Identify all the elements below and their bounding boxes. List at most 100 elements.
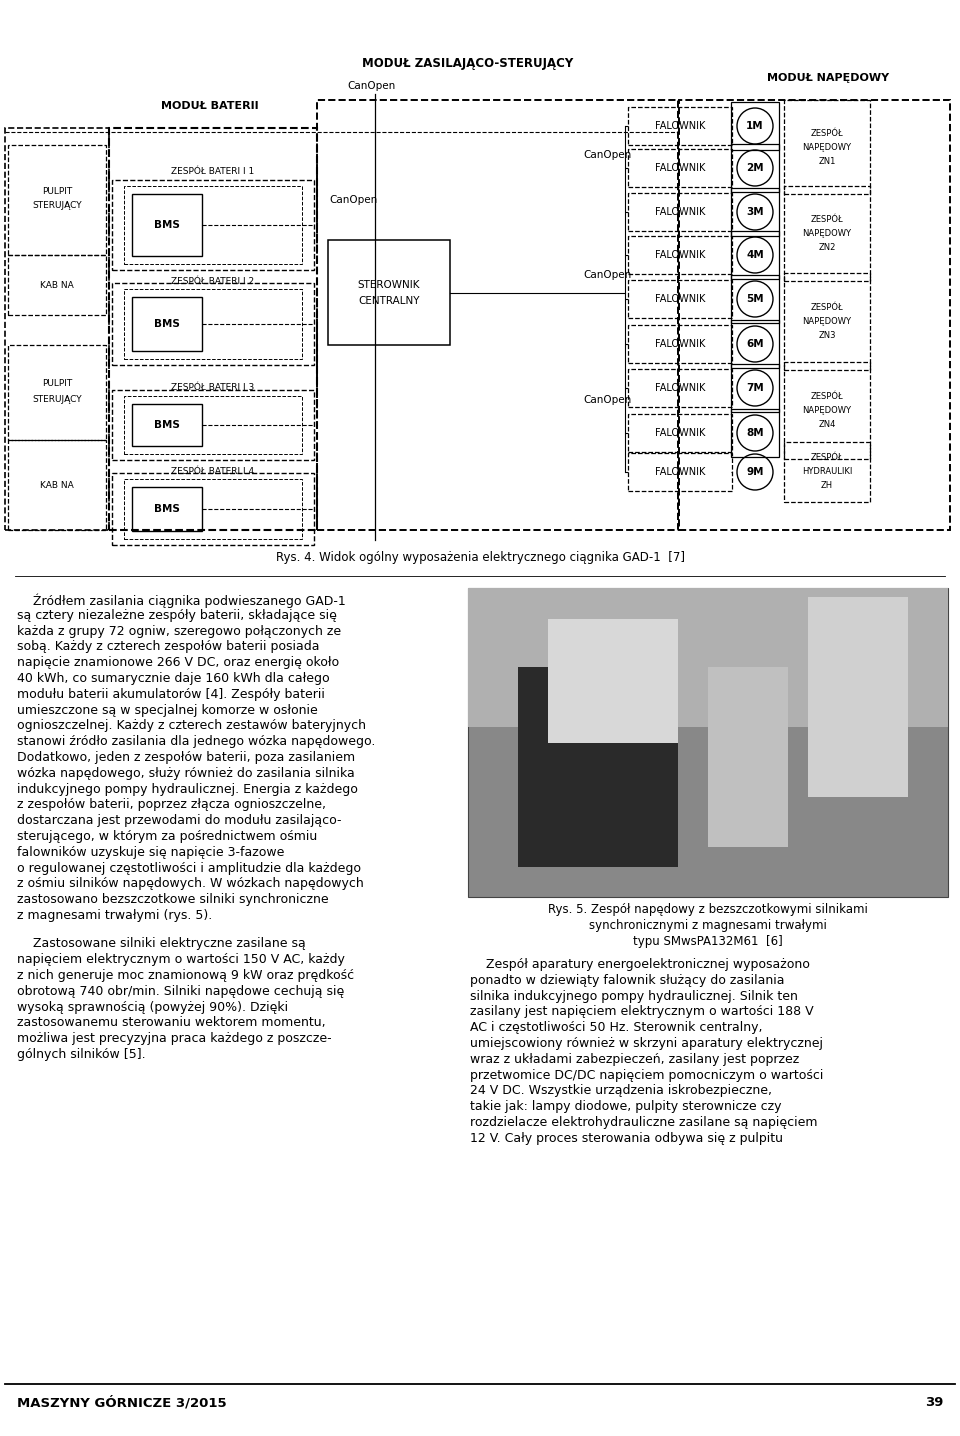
Text: ZN4: ZN4 (818, 419, 836, 429)
Text: PULPIT: PULPIT (42, 379, 72, 389)
Text: STERUJĄCY: STERUJĄCY (33, 395, 82, 404)
Text: BMS: BMS (154, 419, 180, 429)
Text: Rys. 4. Widok ogólny wyposażenia elektrycznego ciągnika GAD-1  [7]: Rys. 4. Widok ogólny wyposażenia elektry… (276, 551, 684, 564)
Bar (132, 404, 202, 447)
Bar (328, 240, 450, 345)
Text: CENTRALNY: CENTRALNY (358, 296, 420, 306)
Text: 7M: 7M (746, 383, 764, 393)
Text: indukcyjnego pompy hydraulicznej. Energia z każdego: indukcyjnego pompy hydraulicznej. Energi… (17, 783, 358, 796)
Bar (628, 452, 732, 491)
Text: MODUŁ ZASILAJĄCO-STERUJĄCY: MODUŁ ZASILAJĄCO-STERUJĄCY (362, 56, 574, 69)
Bar (8, 145, 106, 256)
Text: CanOpen: CanOpen (583, 149, 632, 159)
Text: 5M: 5M (746, 294, 764, 304)
Text: zastosowano bezszczotkowe silniki synchroniczne: zastosowano bezszczotkowe silniki synchr… (17, 893, 328, 906)
Text: z ośmiu silników napędowych. W wózkach napędowych: z ośmiu silników napędowych. W wózkach n… (17, 877, 364, 890)
Bar (468, 587, 948, 727)
Text: wraz z układami zabezpieczeń, zasilany jest poprzez: wraz z układami zabezpieczeń, zasilany j… (470, 1053, 800, 1066)
Bar (731, 231, 779, 279)
Text: ZESPÓŁ: ZESPÓŁ (810, 128, 843, 138)
Text: FALOWNIK: FALOWNIK (655, 428, 706, 438)
Text: NAPĘDOWY: NAPĘDOWY (803, 142, 852, 152)
Text: przetwomice DC/DC napięciem pomocniczym o wartości: przetwomice DC/DC napięciem pomocniczym … (470, 1068, 824, 1081)
Text: STEROWNIK: STEROWNIK (358, 280, 420, 290)
Bar (5, 128, 109, 530)
Text: zastosowanemu sterowaniu wektorem momentu,: zastosowanemu sterowaniu wektorem moment… (17, 1017, 325, 1030)
Bar (317, 101, 678, 530)
Bar (112, 180, 314, 270)
Text: każda z grupy 72 ogniw, szeregowo połączonych ze: każda z grupy 72 ogniw, szeregowo połącz… (17, 625, 341, 638)
Text: umiejscowiony również w skrzyni aparatury elektrycznej: umiejscowiony również w skrzyni aparatur… (470, 1037, 823, 1050)
Text: z nich generuje moc znamionową 9 kW oraz prędkość: z nich generuje moc znamionową 9 kW oraz… (17, 969, 354, 982)
Text: 24 V DC. Wszystkie urządzenia iskrobezpieczne,: 24 V DC. Wszystkie urządzenia iskrobezpi… (470, 1084, 772, 1097)
Text: z magnesami trwałymi (rys. 5).: z magnesami trwałymi (rys. 5). (17, 909, 212, 922)
Text: takie jak: lampy diodowe, pulpity sterownicze czy: takie jak: lampy diodowe, pulpity sterow… (470, 1100, 781, 1113)
Bar (628, 192, 732, 231)
Bar (628, 236, 732, 274)
Text: 39: 39 (924, 1396, 943, 1410)
Text: sobą. Każdy z czterech zespołów baterii posiada: sobą. Każdy z czterech zespołów baterii … (17, 640, 320, 653)
Text: rozdzielacze elektrohydrauliczne zasilane są napięciem: rozdzielacze elektrohydrauliczne zasilan… (470, 1116, 818, 1129)
Bar (124, 480, 302, 538)
Bar (132, 194, 202, 256)
Text: silnika indukcyjnego pompy hydraulicznej. Silnik ten: silnika indukcyjnego pompy hydraulicznej… (470, 989, 798, 1002)
Bar (679, 101, 950, 530)
Text: 8M: 8M (746, 428, 764, 438)
Text: synchronicznymi z magnesami trwałymi: synchronicznymi z magnesami trwałymi (589, 919, 827, 932)
Text: 1M: 1M (746, 121, 764, 131)
Bar (628, 369, 732, 406)
Bar (628, 149, 732, 187)
Text: ZESPÓŁ: ZESPÓŁ (810, 392, 843, 401)
Text: Zastosowane silniki elektryczne zasilane są: Zastosowane silniki elektryczne zasilane… (17, 938, 305, 951)
Text: BMS: BMS (154, 504, 180, 514)
Text: wózka napędowego, służy również do zasilania silnika: wózka napędowego, służy również do zasil… (17, 767, 355, 780)
Bar (124, 396, 302, 454)
Text: MODUŁ NAPĘDOWY: MODUŁ NAPĘDOWY (767, 73, 889, 83)
Bar (548, 619, 678, 742)
Text: AC i częstotliwości 50 Hz. Sterownik centralny,: AC i częstotliwości 50 Hz. Sterownik cen… (470, 1021, 762, 1034)
Text: ZESPÓŁ BATERI I 3: ZESPÓŁ BATERI I 3 (172, 383, 254, 392)
Bar (8, 256, 106, 314)
Text: ZESPÓŁ: ZESPÓŁ (810, 454, 843, 462)
Bar (112, 472, 314, 546)
Text: FALOWNIK: FALOWNIK (655, 250, 706, 260)
Bar (468, 587, 948, 898)
Text: ZESPÓŁ: ZESPÓŁ (810, 303, 843, 312)
Text: są cztery niezależne zespóły baterii, składające się: są cztery niezależne zespóły baterii, sk… (17, 609, 337, 622)
Bar (784, 442, 870, 503)
Text: HYDRAULIKI: HYDRAULIKI (802, 468, 852, 477)
Text: napięcie znamionowe 266 V DC, oraz energię około: napięcie znamionowe 266 V DC, oraz energ… (17, 656, 339, 669)
Text: CanOpen: CanOpen (583, 270, 632, 280)
Text: modułu baterii akumulatorów [4]. Zespóły baterii: modułu baterii akumulatorów [4]. Zespóły… (17, 688, 324, 701)
Text: obrotową 740 obr/min. Silniki napędowe cechują się: obrotową 740 obr/min. Silniki napędowe c… (17, 985, 345, 998)
Bar (808, 597, 908, 797)
Text: o regulowanej częstotliwości i amplitudzie dla każdego: o regulowanej częstotliwości i amplitudz… (17, 862, 361, 875)
Text: ponadto w dziewiąty falownik służący do zasilania: ponadto w dziewiąty falownik służący do … (470, 974, 784, 987)
Text: umieszczone są w specjalnej komorze w osłonie: umieszczone są w specjalnej komorze w os… (17, 704, 318, 717)
Text: PULPIT: PULPIT (42, 187, 72, 195)
Bar (784, 187, 870, 281)
Text: możliwa jest precyzyjna praca każdego z poszcze-: możliwa jest precyzyjna praca każdego z … (17, 1032, 331, 1045)
Text: 12 V. Cały proces sterowania odbywa się z pulpitu: 12 V. Cały proces sterowania odbywa się … (470, 1132, 783, 1144)
Text: napięciem elektrycznym o wartości 150 V AC, każdy: napięciem elektrycznym o wartości 150 V … (17, 954, 345, 966)
Text: ZN1: ZN1 (818, 157, 836, 165)
Bar (112, 283, 314, 365)
Text: ZESPÓŁ BATERI I 2: ZESPÓŁ BATERI I 2 (172, 277, 254, 286)
Bar (109, 128, 317, 530)
Text: Rys. 5. Zespół napędowy z bezszczotkowymi silnikami: Rys. 5. Zespół napędowy z bezszczotkowym… (548, 902, 868, 916)
Text: CanOpen: CanOpen (583, 395, 632, 405)
Bar (784, 273, 870, 370)
Text: BMS: BMS (154, 220, 180, 230)
Text: gólnych silników [5].: gólnych silników [5]. (17, 1048, 146, 1061)
Bar (132, 297, 202, 350)
Bar (518, 666, 678, 867)
Text: Dodatkowo, jeden z zespołów baterii, poza zasilaniem: Dodatkowo, jeden z zespołów baterii, poz… (17, 751, 355, 764)
Text: dostarczana jest przewodami do modułu zasilająco-: dostarczana jest przewodami do modułu za… (17, 814, 342, 827)
Bar (132, 487, 202, 531)
Text: Zespół aparatury energoelektronicznej wyposażono: Zespół aparatury energoelektronicznej wy… (470, 958, 810, 971)
Text: typu SMwsPA132M61  [6]: typu SMwsPA132M61 [6] (634, 935, 782, 948)
Text: 2M: 2M (746, 164, 764, 172)
Text: FALOWNIK: FALOWNIK (655, 383, 706, 393)
Text: ognioszczelnej. Każdy z czterech zestawów bateryjnych: ognioszczelnej. Każdy z czterech zestawó… (17, 719, 366, 732)
Bar (124, 187, 302, 264)
